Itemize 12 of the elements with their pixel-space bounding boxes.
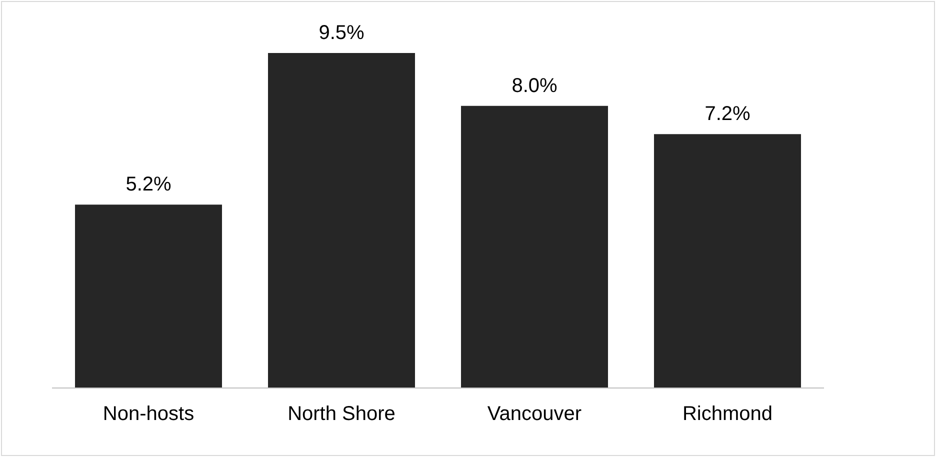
data-label: 8.0% [512,74,558,97]
x-tick-label: Vancouver [487,403,582,426]
x-tick-label: Non-hosts [102,403,194,426]
data-label: 9.5% [318,22,365,44]
bar [75,204,222,388]
bar [654,134,801,388]
x-tick-label: North Shore [288,403,396,426]
data-label: 5.2% [126,174,172,196]
data-label: 7.2% [704,103,751,126]
x-tick-label: Richmond [682,403,773,426]
bar [461,106,608,388]
bar [268,53,415,388]
